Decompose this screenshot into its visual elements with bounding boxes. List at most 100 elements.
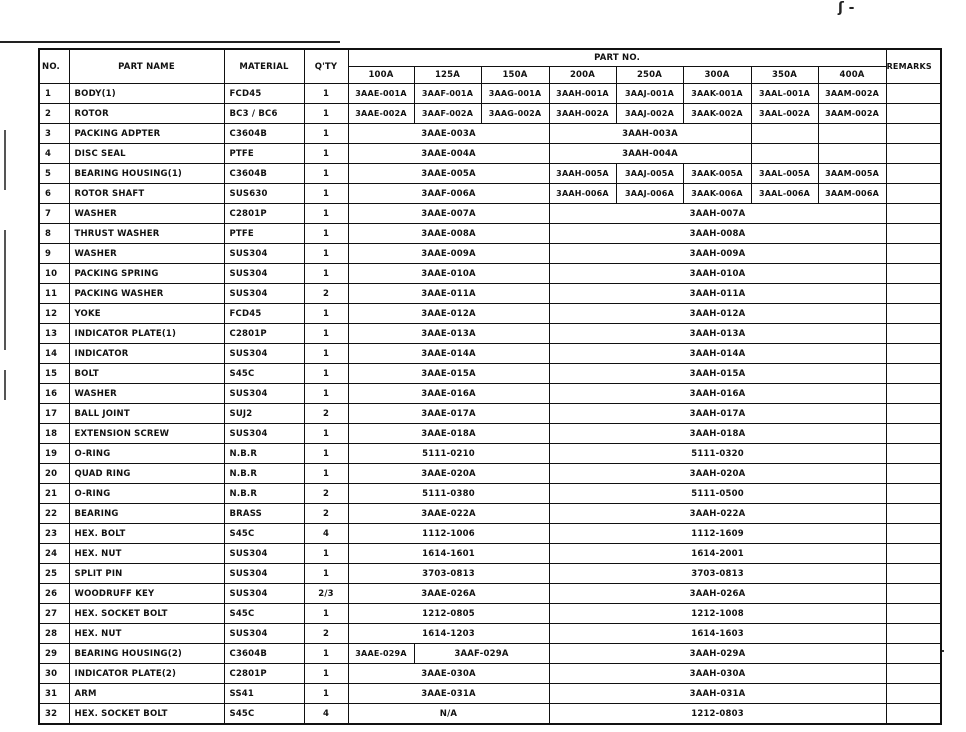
row-number: 9 bbox=[38, 243, 70, 264]
part-number-cell: 3AAE-007A bbox=[347, 203, 550, 224]
remarks-cell bbox=[885, 363, 942, 384]
quantity: 1 bbox=[303, 243, 349, 264]
row-number: 1 bbox=[38, 83, 70, 104]
material: SUS304 bbox=[223, 243, 305, 264]
remarks-cell bbox=[885, 463, 942, 484]
quantity: 1 bbox=[303, 203, 349, 224]
table-row: 18 EXTENSION SCREW SUS304 1 3AAE-018A 3AAH-01… bbox=[38, 423, 942, 444]
header-size-200a: 200A bbox=[548, 66, 617, 84]
remarks-cell bbox=[885, 103, 942, 124]
part-number-cell: 3AAE-026A bbox=[347, 583, 550, 604]
binding-edge-mark bbox=[4, 130, 6, 190]
part-number-cell: 3AAH-022A bbox=[548, 503, 887, 524]
material: C2801P bbox=[223, 203, 305, 224]
row-number: 10 bbox=[38, 263, 70, 284]
table-row: 16 WASHER SUS304 1 3AAE-016A 3AAH-016A bbox=[38, 383, 942, 404]
quantity: 2 bbox=[303, 403, 349, 424]
table-row: 24 HEX. NUT SUS304 1 1614-1601 1614-2001 bbox=[38, 543, 942, 564]
row-number: 28 bbox=[38, 623, 70, 644]
part-number-cell: 3703-0813 bbox=[347, 563, 550, 584]
table-row: 32 HEX. SOCKET BOLT S45C 4 N/A 1212-0803 bbox=[38, 703, 942, 725]
material: SUS304 bbox=[223, 583, 305, 604]
quantity: 1 bbox=[303, 463, 349, 484]
part-number-cell: 3AAH-005A bbox=[548, 163, 617, 184]
part-name: SPLIT PIN bbox=[68, 563, 225, 584]
remarks-cell bbox=[885, 383, 942, 404]
part-number-cell: 3AAL-005A bbox=[750, 163, 819, 184]
part-number-cell: 3AAM-002A bbox=[817, 103, 887, 124]
part-number-cell bbox=[750, 143, 819, 164]
quantity: 1 bbox=[303, 183, 349, 204]
binding-edge-mark bbox=[4, 230, 6, 350]
part-number-cell: 3AAH-012A bbox=[548, 303, 887, 324]
handwritten-mark: ʃ - bbox=[838, 0, 855, 16]
part-number-cell: 3AAH-001A bbox=[548, 83, 617, 104]
material: C3604B bbox=[223, 643, 305, 664]
part-number-cell: 3AAH-015A bbox=[548, 363, 887, 384]
part-number-cell: 3AAE-003A bbox=[347, 123, 550, 144]
header-size-400a: 400A bbox=[817, 66, 887, 84]
quantity: 1 bbox=[303, 603, 349, 624]
quantity: 1 bbox=[303, 543, 349, 564]
part-name: BOLT bbox=[68, 363, 225, 384]
part-name: DISC SEAL bbox=[68, 143, 225, 164]
part-number-cell: 3AAH-018A bbox=[548, 423, 887, 444]
header-size-150a: 150A bbox=[480, 66, 550, 84]
part-number-cell: 1212-0805 bbox=[347, 603, 550, 624]
quantity: 1 bbox=[303, 363, 349, 384]
remarks-cell bbox=[885, 83, 942, 104]
part-name: PACKING SPRING bbox=[68, 263, 225, 284]
row-number: 19 bbox=[38, 443, 70, 464]
part-name: ARM bbox=[68, 683, 225, 704]
part-number-cell: 1112-1609 bbox=[548, 523, 887, 544]
part-name: ROTOR SHAFT bbox=[68, 183, 225, 204]
part-number-cell: 3AAH-004A bbox=[548, 143, 752, 164]
part-name: O-RING bbox=[68, 443, 225, 464]
part-number-cell: 3AAG-001A bbox=[480, 83, 550, 104]
part-number-cell: 3AAE-008A bbox=[347, 223, 550, 244]
row-number: 22 bbox=[38, 503, 70, 524]
material: SUJ2 bbox=[223, 403, 305, 424]
material: SUS304 bbox=[223, 263, 305, 284]
table-row: 3 PACKING ADPTER C3604B 1 3AAE-003A 3AAH-003A bbox=[38, 123, 942, 144]
row-number: 27 bbox=[38, 603, 70, 624]
remarks-cell bbox=[885, 143, 942, 164]
row-number: 21 bbox=[38, 483, 70, 504]
part-number-cell: 3AAE-001A bbox=[347, 83, 415, 104]
part-number-cell: 3AAH-020A bbox=[548, 463, 887, 484]
table-row: 22 BEARING BRASS 2 3AAE-022A 3AAH-022A bbox=[38, 503, 942, 524]
table-row: 10 PACKING SPRING SUS304 1 3AAE-010A 3AAH-010… bbox=[38, 263, 942, 284]
part-name: WOODRUFF KEY bbox=[68, 583, 225, 604]
quantity: 1 bbox=[303, 663, 349, 684]
part-number-cell: 3AAE-010A bbox=[347, 263, 550, 284]
part-name: BALL JOINT bbox=[68, 403, 225, 424]
row-number: 30 bbox=[38, 663, 70, 684]
row-number: 8 bbox=[38, 223, 70, 244]
row-number: 6 bbox=[38, 183, 70, 204]
part-number-cell: 3AAL-001A bbox=[750, 83, 819, 104]
material: BC3 / BC6 bbox=[223, 103, 305, 124]
header-size-100a: 100A bbox=[347, 66, 415, 84]
part-number-cell: 3AAH-002A bbox=[548, 103, 617, 124]
part-number-cell: 3AAH-014A bbox=[548, 343, 887, 364]
remarks-cell bbox=[885, 183, 942, 204]
part-number-cell: 3AAM-006A bbox=[817, 183, 887, 204]
quantity: 1 bbox=[303, 83, 349, 104]
remarks-cell bbox=[885, 223, 942, 244]
part-number-cell: 3AAK-002A bbox=[682, 103, 752, 124]
part-number-cell: 3AAE-029A bbox=[347, 643, 415, 664]
material: S45C bbox=[223, 523, 305, 544]
part-number-cell: 3AAL-006A bbox=[750, 183, 819, 204]
part-number-cell: 3AAH-008A bbox=[548, 223, 887, 244]
part-number-cell: 3AAE-017A bbox=[347, 403, 550, 424]
header-size-125a: 125A bbox=[413, 66, 482, 84]
material: SUS304 bbox=[223, 383, 305, 404]
part-name: ROTOR bbox=[68, 103, 225, 124]
row-number: 25 bbox=[38, 563, 70, 584]
material: N.B.R bbox=[223, 463, 305, 484]
material: SUS630 bbox=[223, 183, 305, 204]
part-number-cell: 3AAF-029A bbox=[413, 643, 550, 664]
table-row: 26 WOODRUFF KEY SUS304 2/3 3AAE-026A 3AAH-026… bbox=[38, 583, 942, 604]
table-row: 5 BEARING HOUSING(1) C3604B 1 3AAE-005A 3AAH-… bbox=[38, 163, 942, 184]
part-number-cell: 3AAE-002A bbox=[347, 103, 415, 124]
